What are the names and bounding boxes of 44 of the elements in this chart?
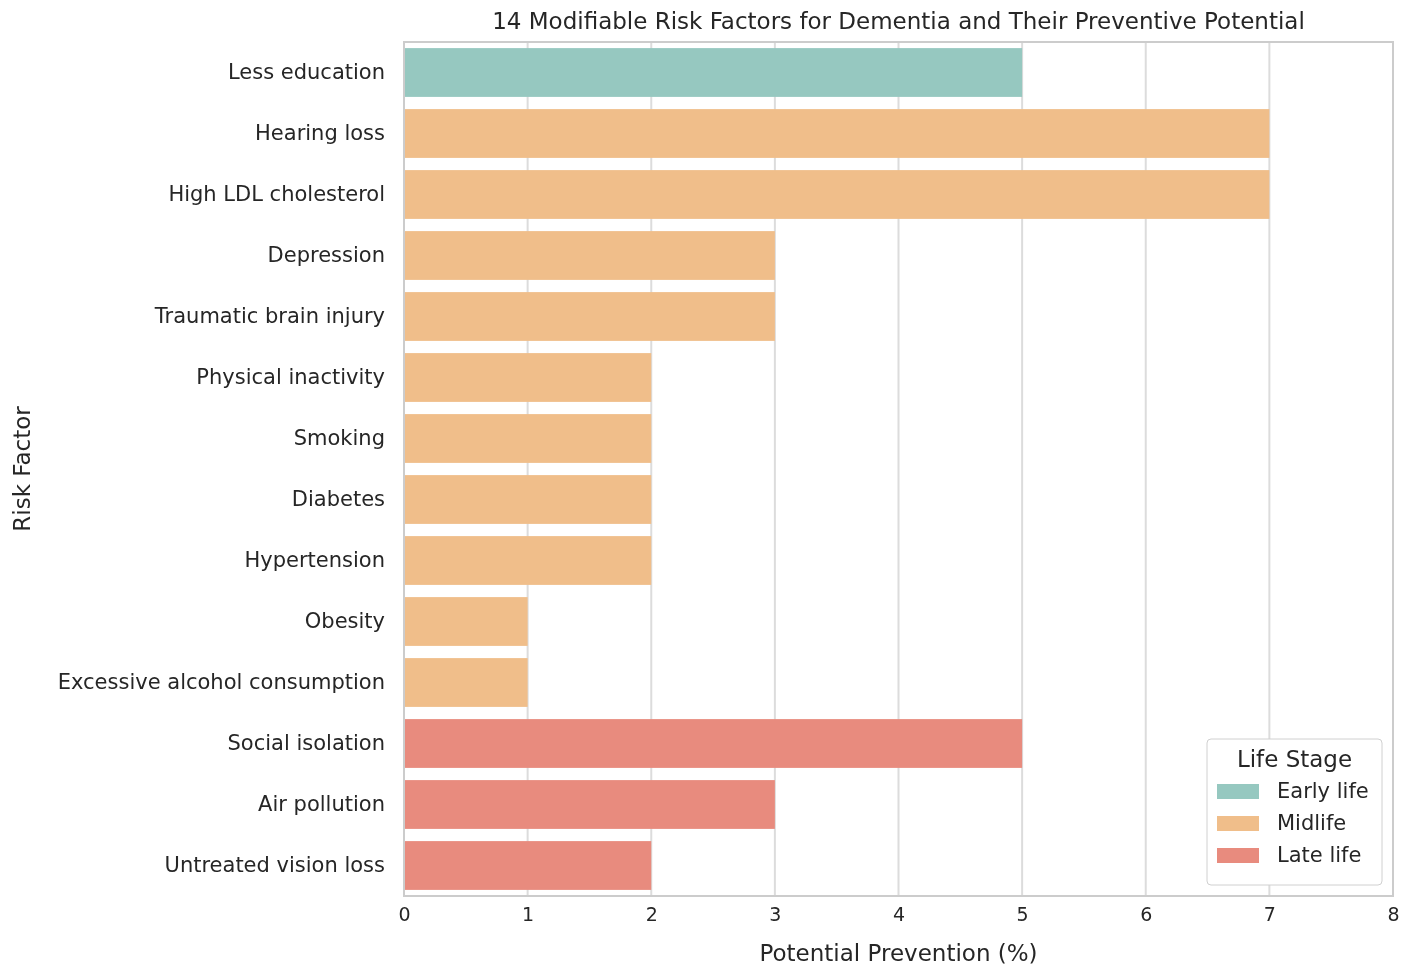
y-tick-label: Air pollution — [258, 792, 385, 817]
bar — [404, 109, 1270, 158]
bar — [404, 719, 1023, 768]
x-tick-label: 0 — [398, 903, 411, 926]
y-tick-label: Depression — [267, 243, 385, 268]
y-tick-label: Physical inactivity — [196, 365, 385, 390]
x-tick-label: 6 — [1140, 903, 1153, 926]
x-axis-title: Potential Prevention (%) — [759, 940, 1038, 966]
bar — [404, 353, 652, 402]
bar — [404, 170, 1270, 219]
y-tick-label: Less education — [227, 60, 385, 85]
bar — [404, 780, 775, 829]
x-tick-label: 2 — [645, 903, 658, 926]
y-axis-title: Risk Factor — [9, 405, 35, 532]
x-tick-label: 1 — [522, 903, 535, 926]
bar — [404, 536, 652, 585]
y-tick-label: High LDL cholesterol — [168, 182, 385, 207]
chart-title: 14 Modifiable Risk Factors for Dementia and Their Preventive Potential — [492, 8, 1305, 34]
legend-label: Late life — [1277, 843, 1362, 867]
y-tick-label: Traumatic brain injury — [153, 304, 385, 329]
bar — [404, 414, 652, 463]
y-tick-label: Hypertension — [244, 548, 385, 573]
bar — [404, 841, 652, 890]
y-tick-label: Hearing loss — [255, 121, 385, 146]
bar — [404, 292, 775, 341]
x-tick-label: 8 — [1387, 903, 1400, 926]
legend-label: Midlife — [1277, 811, 1347, 835]
bar — [404, 658, 528, 707]
bar — [404, 231, 775, 280]
y-tick-label: Social isolation — [227, 731, 385, 756]
x-tick-label: 3 — [769, 903, 782, 926]
legend-label: Early life — [1277, 779, 1369, 803]
x-tick-label: 7 — [1263, 903, 1276, 926]
legend-title: Life Stage — [1236, 746, 1353, 772]
y-tick-label: Excessive alcohol consumption — [57, 670, 385, 695]
bar — [404, 597, 528, 646]
y-tick-label: Untreated vision loss — [164, 853, 385, 878]
y-tick-label: Diabetes — [291, 487, 385, 512]
y-tick-label: Obesity — [304, 609, 385, 634]
bar — [404, 48, 1023, 97]
bar — [404, 475, 652, 524]
y-tick-label: Smoking — [293, 426, 385, 451]
x-tick-label: 4 — [892, 903, 906, 926]
x-tick-label: 5 — [1016, 903, 1029, 926]
